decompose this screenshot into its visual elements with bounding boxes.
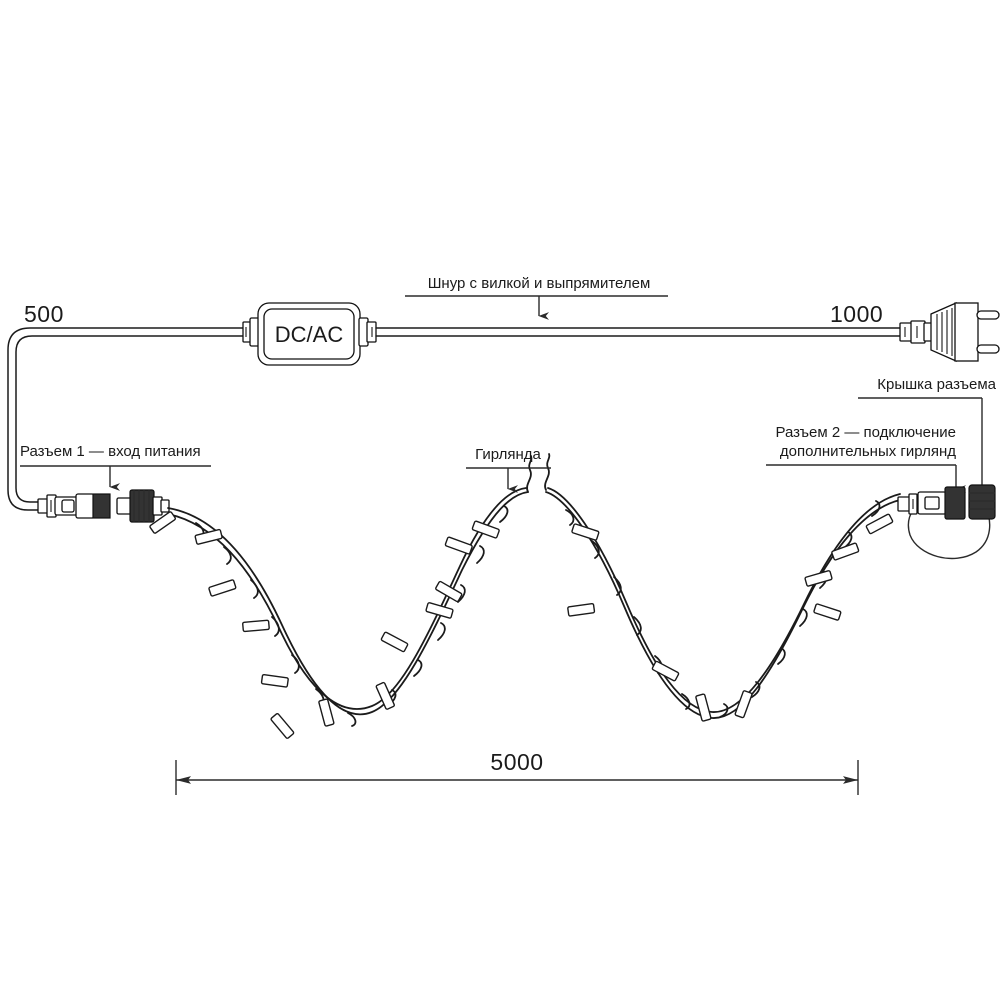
power-cord-right-run	[375, 327, 901, 337]
label-garland: Гирлянда	[466, 446, 551, 493]
dimension-500-label: 500	[24, 301, 64, 327]
dimension-5000: 5000	[175, 749, 859, 795]
rectifier-box: DC/AC	[242, 302, 377, 366]
connector-1	[37, 489, 170, 523]
label-connector-2-line2: дополнительных гирлянд	[780, 443, 956, 460]
connector-2-with-cap	[897, 484, 996, 560]
label-connector-1: Разъем 1 — вход питания	[20, 443, 211, 491]
label-garland-text: Гирлянда	[475, 446, 541, 463]
label-power-cord: Шнур с вилкой и выпрямителем	[405, 275, 668, 320]
rectifier-box-label: DC/AC	[275, 322, 344, 347]
label-connector-2-line1: Разъем 2 — подключение	[775, 424, 956, 441]
dimension-1000-label: 1000	[830, 301, 883, 327]
label-connector-2: Разъем 2 — подключение дополнительных ги…	[766, 424, 966, 493]
led-bulbs	[149, 511, 894, 739]
power-cord-left-lead	[7, 327, 259, 511]
label-power-cord-text: Шнур с вилкой и выпрямителем	[428, 275, 651, 292]
label-connector-cap: Крышка разъема	[858, 376, 997, 493]
dimension-5000-label: 5000	[490, 749, 543, 775]
ac-plug	[899, 302, 1000, 362]
label-connector-cap-text: Крышка разъема	[877, 376, 996, 393]
label-connector-1-text: Разъем 1 — вход питания	[20, 443, 201, 460]
